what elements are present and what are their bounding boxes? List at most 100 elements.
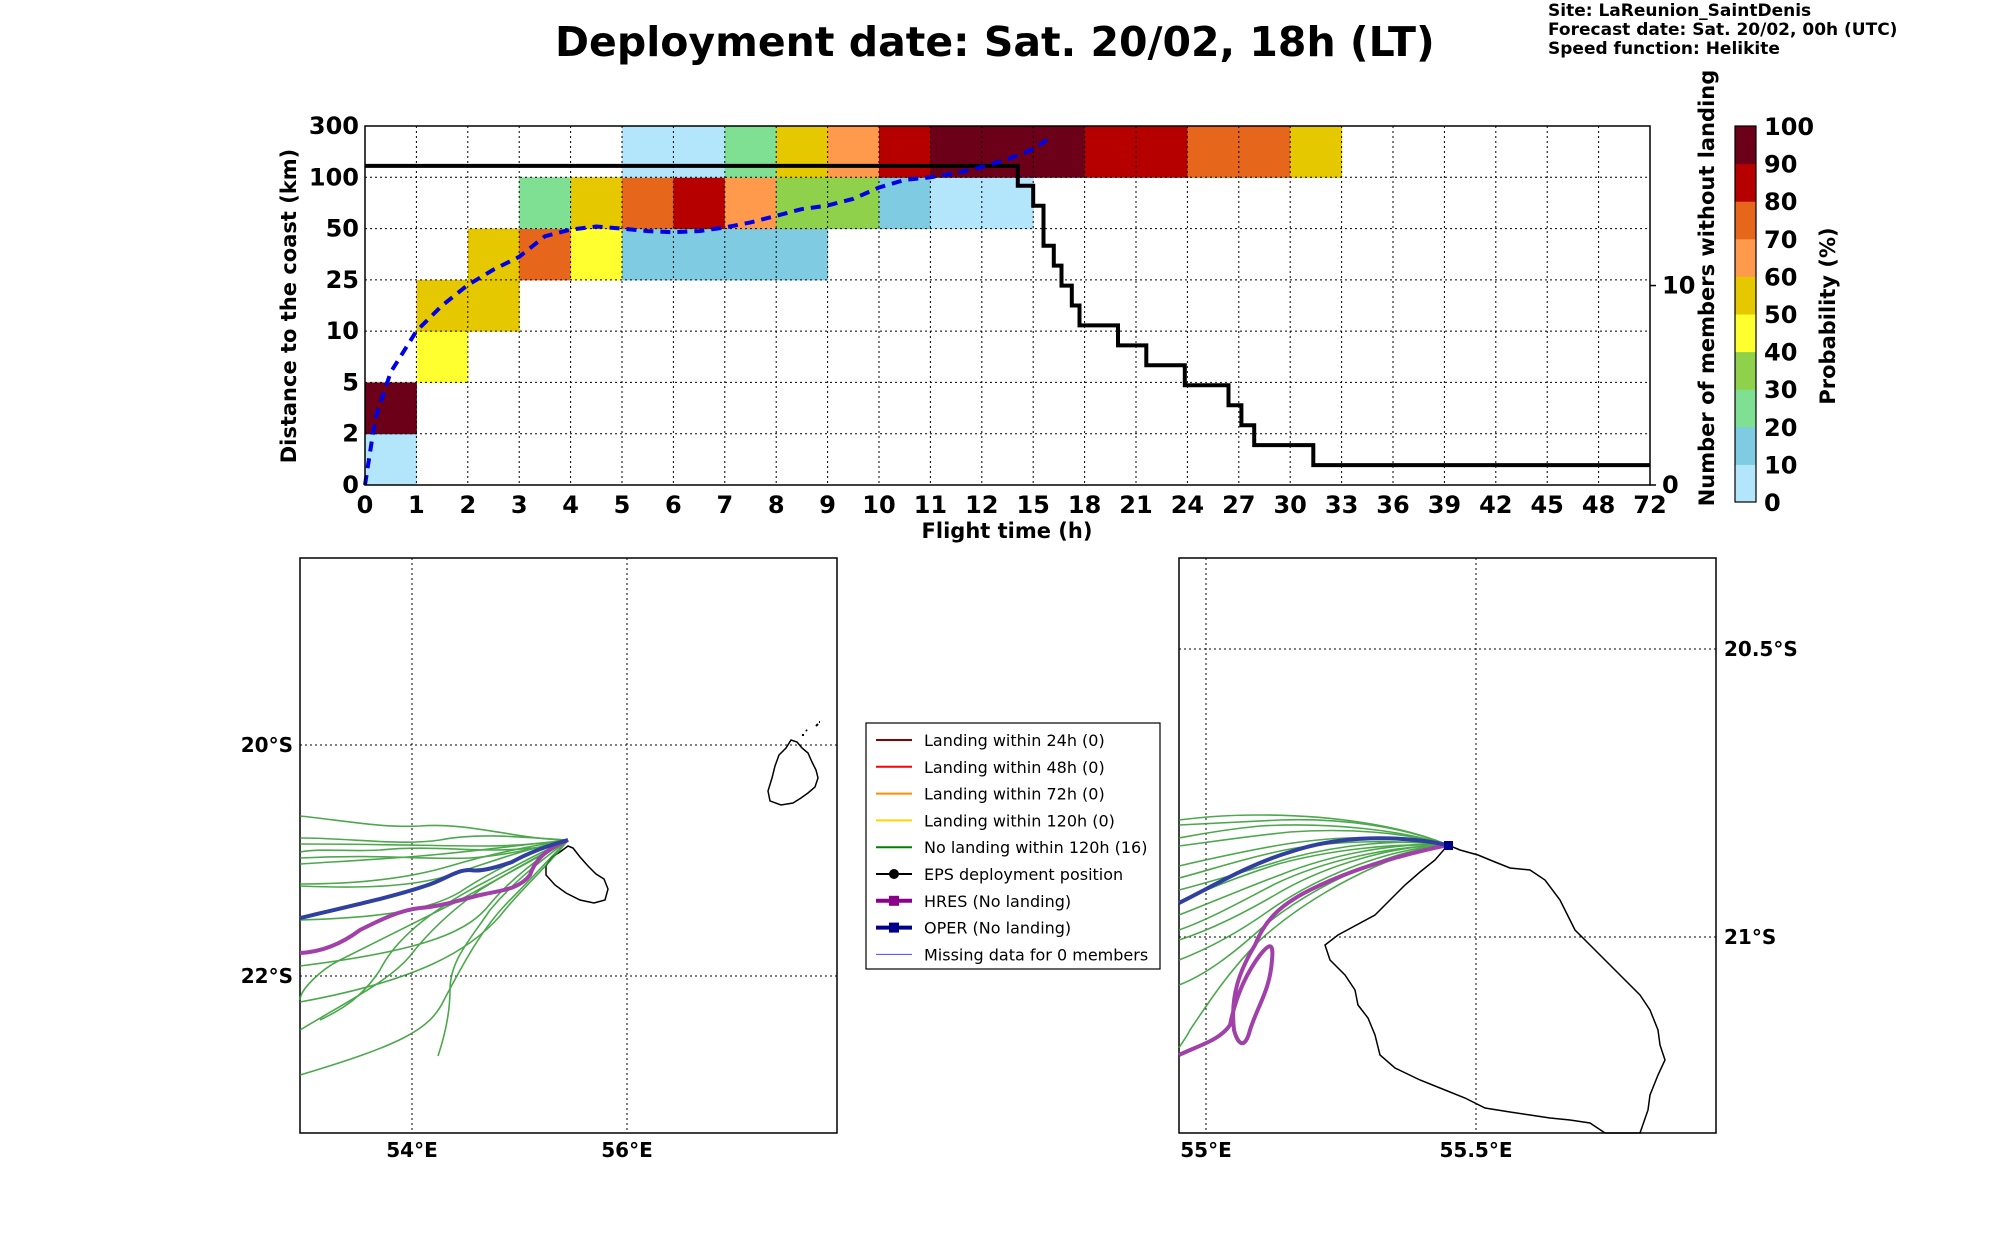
colorbar-tick-label: 60 xyxy=(1764,263,1797,291)
heatmap-cell xyxy=(1187,126,1240,178)
colorbar-segment xyxy=(1735,238,1756,277)
colorbar-segment xyxy=(1735,389,1756,428)
legend-marker xyxy=(889,869,899,879)
y-tick-label: 300 xyxy=(309,112,359,140)
x-tick-label: 36 xyxy=(1376,491,1409,519)
y2-tick-labels: 0 10 xyxy=(1650,272,1695,499)
colorbar-segment xyxy=(1735,276,1756,315)
median-distance-line xyxy=(363,137,1050,486)
heatmap-cell xyxy=(570,177,623,230)
site-label: Site: LaReunion_SaintDenis xyxy=(1548,1,1812,21)
colorbar-tick-label: 10 xyxy=(1764,451,1797,479)
reunion-island-right xyxy=(1324,844,1666,1134)
heatmap-cell xyxy=(622,177,674,230)
x-tick-label: 9 xyxy=(819,491,836,519)
heatmap-cell xyxy=(519,177,572,230)
map-right-y-tick: 20.5°S xyxy=(1724,637,1798,661)
forecast-date-label: Forecast date: Sat. 20/02, 00h (UTC) xyxy=(1548,20,1898,40)
y-tick-label: 50 xyxy=(326,215,359,243)
map-left-y-tick: 20°S xyxy=(241,733,293,757)
heatmap-cell xyxy=(673,177,726,230)
x-tick-label: 3 xyxy=(511,491,528,519)
heatmap-cell xyxy=(724,126,777,178)
heatmap-cell xyxy=(827,126,880,178)
heatmap-cell xyxy=(776,177,829,230)
heatmap-cell xyxy=(570,228,623,281)
heatmap-cell xyxy=(724,228,777,281)
colorbar-tick-label: 80 xyxy=(1764,188,1797,216)
x-axis-label: Flight time (h) xyxy=(922,519,1093,543)
legend-label: HRES (No landing) xyxy=(924,892,1071,911)
heatmap-cell xyxy=(776,228,829,281)
heatmap-cell xyxy=(1238,126,1291,178)
legend-marker xyxy=(889,922,899,933)
heatmap-cells xyxy=(365,126,1343,486)
y2-tick-label: 0 xyxy=(1662,471,1679,499)
heatmap-cell xyxy=(930,177,983,230)
map-right-x-tick: 55.5°E xyxy=(1439,1138,1512,1162)
legend-label: Landing within 24h (0) xyxy=(924,731,1105,750)
x-tick-label: 42 xyxy=(1479,491,1512,519)
heatmap-frame xyxy=(364,125,1651,486)
colorbar-tick-label: 70 xyxy=(1764,226,1797,254)
hres-trajectory-right xyxy=(1178,843,1449,1057)
map-left-x-tick: 56°E xyxy=(601,1138,653,1162)
y-tick-label: 25 xyxy=(326,266,359,294)
mauritius-island xyxy=(767,739,819,806)
heatmap-cell xyxy=(1084,126,1137,178)
heatmap-cell xyxy=(1033,126,1086,178)
hres-trajectory-left xyxy=(299,838,569,955)
mauritius-islets xyxy=(802,721,820,736)
heatmap-cell xyxy=(622,228,674,281)
colorbar-segment xyxy=(1735,126,1756,165)
x-tick-label: 0 xyxy=(357,491,374,519)
colorbar-tick-labels: 0 10 20 30 40 50 60 70 80 90 100 xyxy=(1764,113,1814,517)
y2-axis-label: Number of members without landing xyxy=(1695,70,1719,507)
legend-box xyxy=(865,722,1161,970)
x-tick-label: 18 xyxy=(1068,491,1101,519)
members-without-landing-line xyxy=(365,163,1650,468)
colorbar-tick-label: 50 xyxy=(1764,301,1797,329)
legend-label: EPS deployment position xyxy=(924,865,1123,884)
y-tick-label: 100 xyxy=(309,163,359,191)
heatmap-cell xyxy=(416,331,469,383)
heatmap-cell xyxy=(673,228,726,281)
x-tick-label: 4 xyxy=(562,491,579,519)
oper-trajectory-right xyxy=(1178,836,1449,905)
x-tick-label: 45 xyxy=(1530,491,1563,519)
map-left xyxy=(299,557,838,1134)
heatmap-cell xyxy=(879,126,931,178)
y-axis-label: Distance to the coast (km) xyxy=(277,149,301,464)
colorbar-tick-label: 100 xyxy=(1764,113,1814,141)
x-tick-label: 30 xyxy=(1273,491,1306,519)
colorbar-segment xyxy=(1735,464,1756,503)
legend-marker xyxy=(889,895,899,906)
x-tick-label: 39 xyxy=(1428,491,1461,519)
x-tick-label: 24 xyxy=(1171,491,1204,519)
heatmap-cell xyxy=(776,126,829,178)
legend-label: OPER (No landing) xyxy=(924,919,1071,938)
x-tick-label: 2 xyxy=(459,491,476,519)
colorbar-segment xyxy=(1735,351,1756,390)
colorbar-tick-label: 90 xyxy=(1764,151,1797,179)
x-tick-label: 11 xyxy=(914,491,947,519)
colorbar xyxy=(1734,125,1757,503)
heatmap-cell xyxy=(467,279,520,332)
colorbar-segment xyxy=(1735,163,1756,202)
ensemble-trajectories-left xyxy=(299,815,569,1076)
map-right-x-tick: 55°E xyxy=(1180,1138,1232,1162)
map-left-y-tick: 22°S xyxy=(241,964,293,988)
y-tick-label: 2 xyxy=(342,420,359,448)
legend-label: Landing within 48h (0) xyxy=(924,758,1105,777)
heatmap-cell xyxy=(673,126,726,178)
heatmap-cell xyxy=(879,177,931,230)
x-tick-label: 48 xyxy=(1582,491,1615,519)
chart-title: Deployment date: Sat. 20/02, 18h (LT) xyxy=(555,18,1435,66)
speed-function-label: Speed function: Helikite xyxy=(1548,39,1780,59)
legend-label: Missing data for 0 members xyxy=(924,945,1148,964)
colorbar-frame xyxy=(1734,125,1757,503)
x-tick-labels: 0 1 2 3 4 5 6 7 8 9 10 11 12 15 18 21 24 27 30 33 36 39 42 45 48… xyxy=(357,491,1667,519)
legend-label: No landing within 120h (16) xyxy=(924,838,1147,857)
